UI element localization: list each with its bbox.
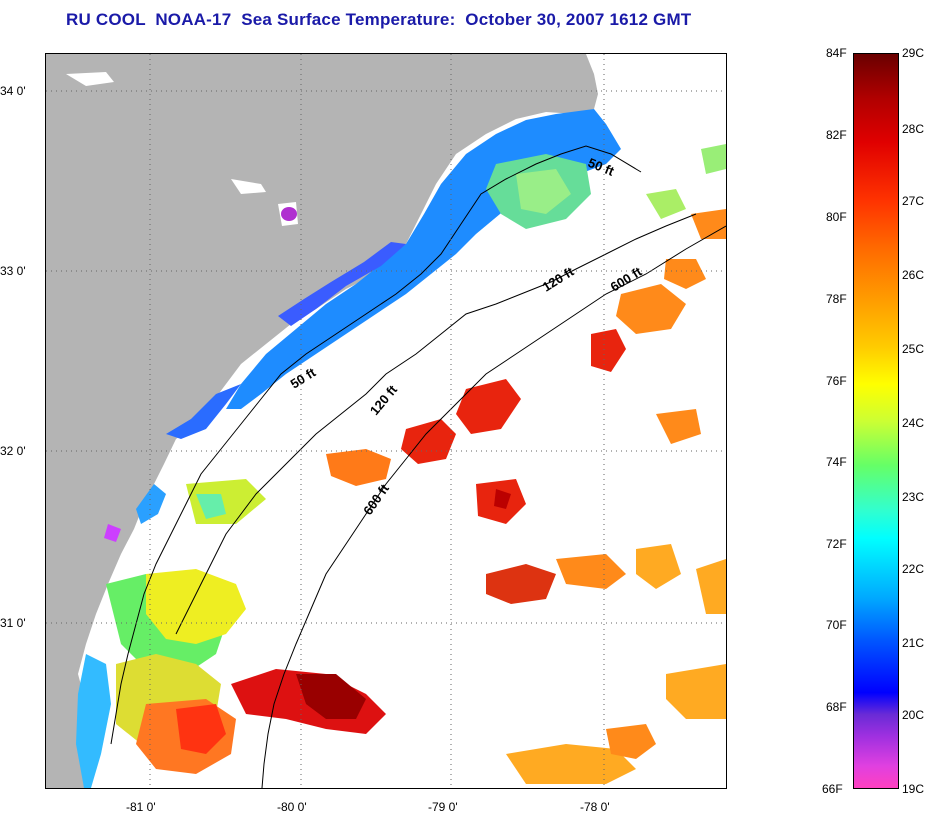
colorbar-c-29: 29C <box>902 46 925 60</box>
map-title: RU COOL NOAA-17 Sea Surface Temperature:… <box>66 10 692 29</box>
lon-tick-81: -81 0' <box>126 800 156 814</box>
colorbar-f-70: 70F <box>826 618 847 632</box>
contour-label-120ft-south: 120 ft <box>367 382 401 418</box>
sst-map[interactable]: 50 ft 120 ft 600 ft 50 ft 120 ft 600 ft <box>45 53 727 789</box>
contour-600ft <box>261 225 726 788</box>
colorbar-gradient <box>854 54 898 788</box>
lon-tick-78: -78 0' <box>580 800 610 814</box>
sst-map-canvas: 50 ft 120 ft 600 ft 50 ft 120 ft 600 ft <box>46 54 726 788</box>
lat-tick-32: 32 0' <box>0 444 26 458</box>
colorbar-c-22: 22C <box>902 562 925 576</box>
contour-label-50ft-north: 50 ft <box>586 155 617 179</box>
colorbar-f-72: 72F <box>826 537 847 551</box>
colorbar-f-74: 74F <box>826 455 847 469</box>
colorbar-c-25: 25C <box>902 342 925 356</box>
contour-label-600ft-south: 600 ft <box>360 481 392 518</box>
grid-lines <box>46 54 726 788</box>
contour-120ft <box>175 213 697 635</box>
lon-tick-79: -79 0' <box>428 800 458 814</box>
colorbar-f-68: 68F <box>826 700 847 714</box>
lon-tick-80: -80 0' <box>277 800 307 814</box>
colorbar-c-20: 20C <box>902 708 925 722</box>
colorbar-c-24: 24C <box>902 416 925 430</box>
colorbar-f-78: 78F <box>826 292 847 306</box>
colorbar-c-21: 21C <box>902 636 925 650</box>
contour-50ft <box>110 145 642 745</box>
colorbar-f-84: 84F <box>826 46 847 60</box>
colorbar-c-27: 27C <box>902 194 925 208</box>
contour-label-120ft-north: 120 ft <box>540 263 577 294</box>
lat-tick-33: 33 0' <box>0 264 26 278</box>
colorbar-c-19: 19C <box>902 782 925 796</box>
lat-tick-31: 31 0' <box>0 616 26 630</box>
lat-tick-34: 34 0' <box>0 84 26 98</box>
colorbar-c-28: 28C <box>902 122 925 136</box>
colorbar-f-66: 66F <box>822 782 843 796</box>
colorbar-c-26: 26C <box>902 268 925 282</box>
colorbar-f-82: 82F <box>826 128 847 142</box>
colorbar-f-80: 80F <box>826 210 847 224</box>
colorbar-c-23: 23C <box>902 490 925 504</box>
land-mass <box>46 54 598 788</box>
temperature-colorbar <box>853 53 899 789</box>
colorbar-f-76: 76F <box>826 374 847 388</box>
